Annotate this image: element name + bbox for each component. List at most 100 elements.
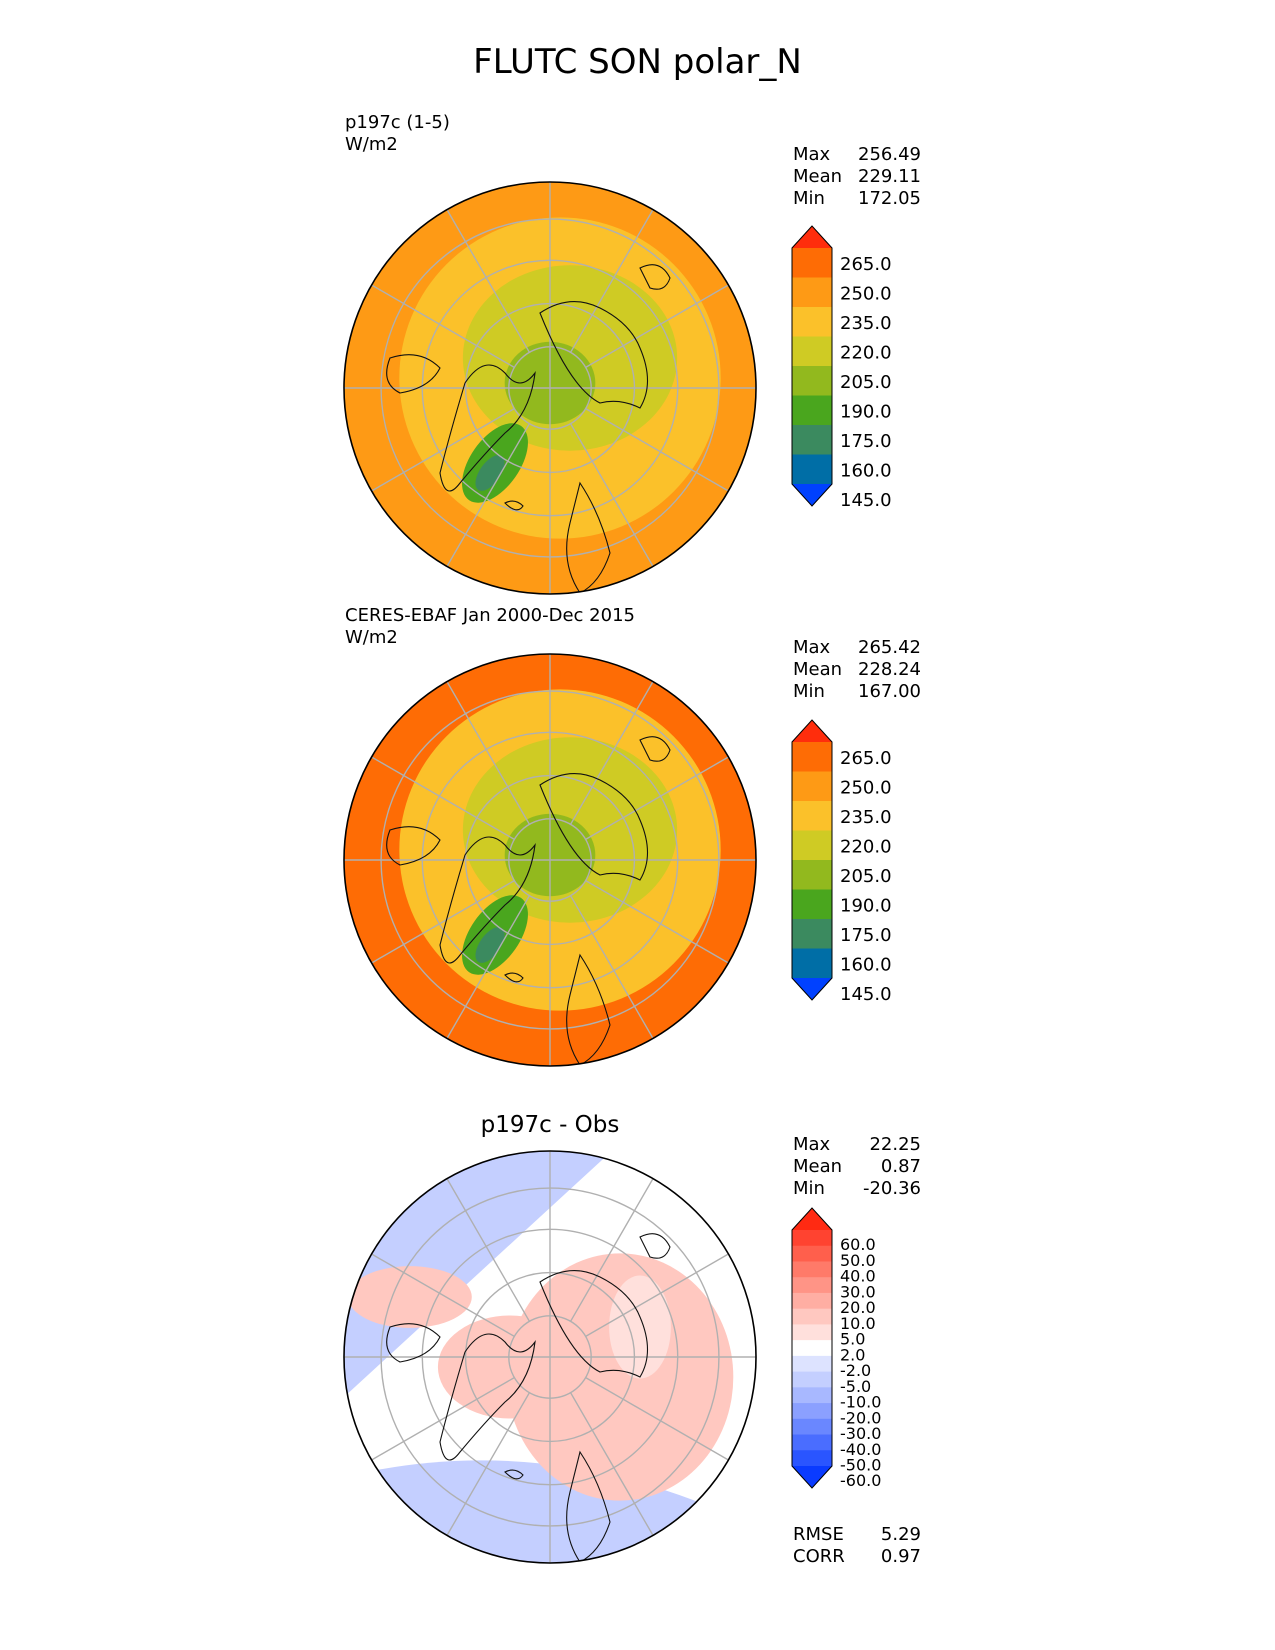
colorbar-tick-label: 160.0 bbox=[840, 460, 892, 481]
rmse-value: 5.29 bbox=[880, 1524, 921, 1545]
longitude-line bbox=[371, 284, 515, 369]
colorbar-segment bbox=[792, 1245, 832, 1262]
stat-label: Mean bbox=[793, 659, 843, 680]
colorbar-outline bbox=[791, 225, 833, 507]
field-weak-pos bbox=[609, 1275, 671, 1379]
colorbar-tick-label: -30.0 bbox=[840, 1424, 881, 1443]
colorbar-segment bbox=[792, 1418, 832, 1436]
colorbar-segment bbox=[792, 395, 832, 426]
colorbar-segment bbox=[792, 1261, 832, 1278]
panel2-label: CERES-EBAF Jan 2000-Dec 2015 W/m2 bbox=[345, 605, 635, 649]
map-boundary bbox=[343, 1150, 757, 1564]
longitude-line bbox=[371, 879, 515, 964]
coastline bbox=[439, 836, 536, 964]
longitude-line bbox=[569, 423, 654, 567]
coastline bbox=[639, 1233, 671, 1259]
coastline bbox=[566, 481, 611, 594]
longitude-line bbox=[371, 1376, 515, 1461]
colorbar-tick-label: -2.0 bbox=[840, 1361, 871, 1380]
stat-label: Mean bbox=[793, 166, 843, 187]
colorbar-segment bbox=[792, 1292, 832, 1310]
coastline bbox=[504, 500, 524, 511]
coastline bbox=[539, 1270, 648, 1378]
coastline bbox=[386, 1323, 441, 1363]
longitude-line bbox=[446, 209, 531, 353]
colorbar-tick-label: 40.0 bbox=[840, 1267, 876, 1286]
colorbar-segment bbox=[792, 889, 832, 920]
longitude-line bbox=[569, 681, 654, 825]
coastline bbox=[439, 1333, 536, 1461]
longitude-line bbox=[585, 879, 729, 964]
colorbar-tick-label: -60.0 bbox=[840, 1471, 881, 1490]
colorbar-tick-label: 235.0 bbox=[840, 313, 892, 334]
longitude-line bbox=[569, 1392, 654, 1536]
stat-label: Min bbox=[793, 1178, 825, 1199]
stat-value: 167.00 bbox=[858, 681, 921, 702]
colorbar-segment bbox=[792, 1355, 832, 1373]
colorbar-tick-label: 60.0 bbox=[840, 1235, 876, 1254]
longitude-line bbox=[585, 284, 729, 369]
colorbar-segment bbox=[792, 801, 832, 831]
panel3-error-stats: RMSE 5.29 CORR 0.97 bbox=[793, 1524, 921, 1568]
stat-label: Max bbox=[793, 1134, 831, 1155]
colorbar-segment bbox=[792, 1371, 832, 1388]
rmse-label: RMSE bbox=[793, 1524, 844, 1545]
colorbar-segment bbox=[792, 248, 832, 278]
longitude-line bbox=[569, 895, 654, 1039]
colorbar-segment bbox=[792, 919, 832, 949]
panel2-polar-map bbox=[343, 653, 757, 1067]
colorbar-tick-label: 205.0 bbox=[840, 372, 892, 393]
colorbar-tick-label: 220.0 bbox=[840, 342, 892, 363]
colorbar-max-extend bbox=[792, 226, 832, 248]
stat-value: 228.24 bbox=[858, 659, 921, 680]
coastline bbox=[639, 264, 671, 290]
colorbar-segment bbox=[792, 1324, 832, 1341]
longitude-line bbox=[585, 407, 729, 492]
colorbar-tick-label: 50.0 bbox=[840, 1251, 876, 1270]
colorbar-segment bbox=[792, 860, 832, 890]
colorbar-segment bbox=[792, 1277, 832, 1294]
field-pos-region-e bbox=[506, 1253, 734, 1501]
colorbar-max-extend bbox=[792, 1208, 832, 1230]
longitude-line bbox=[371, 407, 515, 492]
colorbar-segment bbox=[792, 1450, 832, 1467]
colorbar-tick-label: 250.0 bbox=[840, 777, 892, 798]
stat-value: 265.42 bbox=[858, 637, 921, 658]
panel3-title: p197c - Obs bbox=[480, 1112, 620, 1138]
colorbar-min-extend bbox=[792, 978, 832, 1000]
longitude-line bbox=[569, 1178, 654, 1322]
stat-label: Min bbox=[793, 681, 825, 702]
colorbar-min-extend bbox=[792, 484, 832, 506]
colorbar-tick-label: 175.0 bbox=[840, 431, 892, 452]
colorbar-tick-label: 250.0 bbox=[840, 283, 892, 304]
panel3-stats: Max 22.25 Mean 0.87 Min -20.36 bbox=[793, 1134, 921, 1200]
panel3-polar-map bbox=[343, 1150, 757, 1564]
colorbar-tick-label: 20.0 bbox=[840, 1298, 876, 1317]
longitude-line bbox=[585, 1253, 729, 1338]
colorbar-tick-label: 5.0 bbox=[840, 1330, 865, 1349]
colorbar-segment bbox=[792, 425, 832, 455]
panel1-colorbar: 265.0 250.0 235.0 220.0 205.0 190.0 175.0 160.0… bbox=[791, 225, 892, 511]
colorbar-tick-label: 190.0 bbox=[840, 401, 892, 422]
coastline bbox=[386, 354, 441, 394]
colorbar-segment bbox=[792, 1387, 832, 1404]
colorbar-tick-label: 235.0 bbox=[840, 807, 892, 828]
colorbar-segment bbox=[792, 366, 832, 396]
map-boundary bbox=[343, 181, 757, 595]
panel1-label: p197c (1-5) W/m2 bbox=[345, 112, 450, 156]
stat-value: -20.36 bbox=[862, 1178, 921, 1199]
longitude-line bbox=[585, 756, 729, 841]
longitude-line bbox=[446, 423, 531, 567]
colorbar-segment bbox=[792, 454, 832, 485]
panel1-units: W/m2 bbox=[345, 134, 398, 155]
stat-value: 0.87 bbox=[880, 1156, 921, 1177]
colorbar-outline bbox=[791, 1207, 833, 1489]
colorbar-segment bbox=[792, 277, 832, 308]
corr-label: CORR bbox=[793, 1546, 845, 1567]
longitude-line bbox=[371, 756, 515, 841]
stat-label: Min bbox=[793, 188, 825, 209]
longitude-line bbox=[446, 895, 531, 1039]
stat-value: 22.25 bbox=[869, 1134, 921, 1155]
colorbar-tick-label: 265.0 bbox=[840, 748, 892, 769]
panel1-polar-map bbox=[343, 181, 757, 595]
